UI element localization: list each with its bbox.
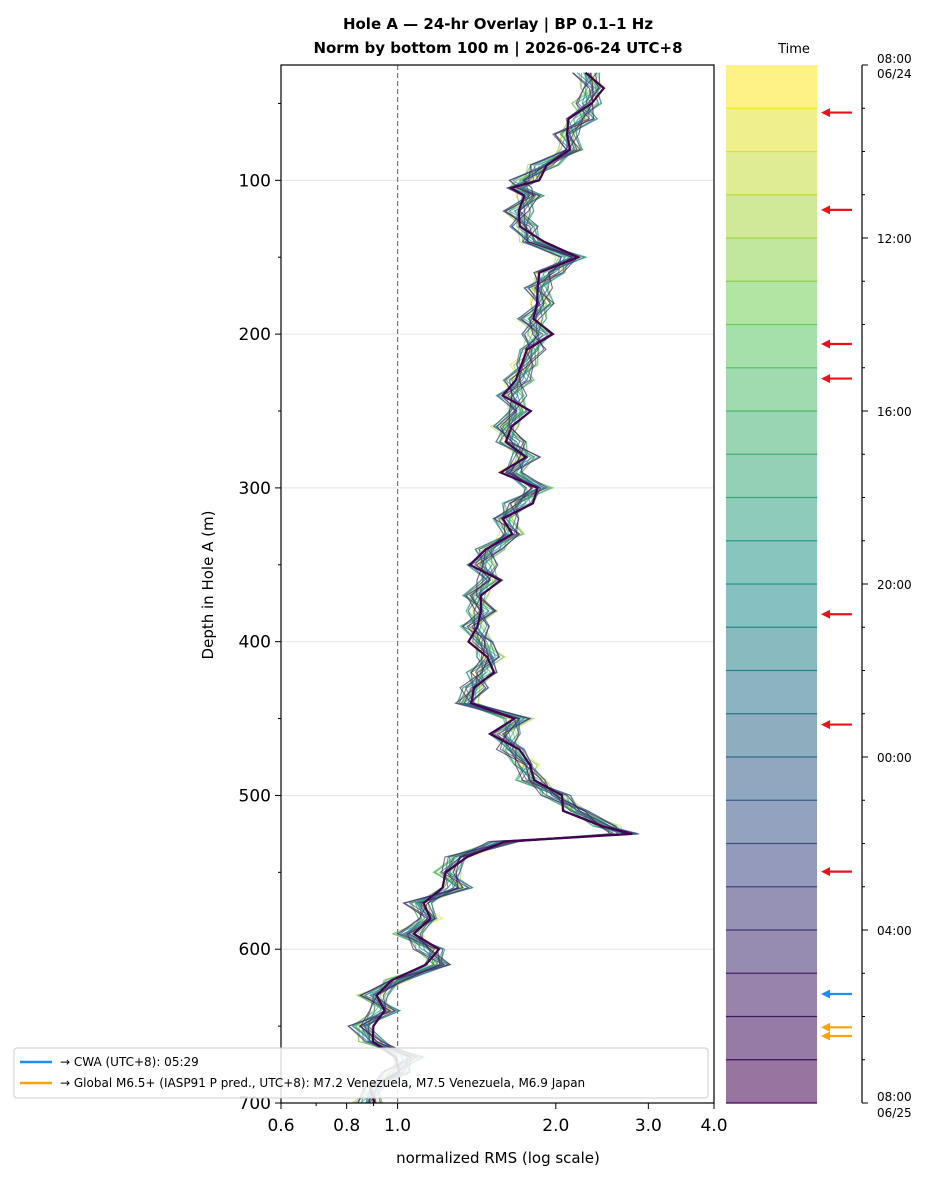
series-line bbox=[359, 72, 638, 1104]
event-arrow-head bbox=[821, 609, 830, 619]
time-bar bbox=[726, 1016, 817, 1060]
time-tick-label: 12:00 bbox=[877, 232, 912, 246]
time-tick-label: 04:00 bbox=[877, 924, 912, 938]
legend-entry-cwa: → CWA (UTC+8): 05:29 bbox=[60, 1055, 199, 1069]
series-line bbox=[365, 72, 635, 1104]
time-bar bbox=[726, 584, 817, 628]
time-bar bbox=[726, 886, 817, 930]
time-bars bbox=[726, 65, 817, 1104]
x-tick-label: 0.8 bbox=[333, 1116, 360, 1136]
event-arrow-head bbox=[821, 374, 830, 384]
legend: → CWA (UTC+8): 05:29 → Global M6.5+ (IAS… bbox=[13, 1047, 709, 1099]
time-bar bbox=[726, 757, 817, 801]
legend-entry-global: → Global M6.5+ (IASP91 P pred., UTC+8): … bbox=[60, 1076, 585, 1090]
time-bar bbox=[726, 973, 817, 1017]
time-bar bbox=[726, 108, 817, 152]
time-tick-label: 08:00 bbox=[877, 1090, 912, 1104]
x-axis: 0.6 0.8 1.0 2.0 3.0 4.0 bbox=[267, 1103, 728, 1136]
time-tick-label: 20:00 bbox=[877, 578, 912, 592]
time-bar bbox=[726, 238, 817, 282]
time-bar bbox=[726, 800, 817, 844]
time-bar bbox=[726, 1059, 817, 1103]
event-arrow-head bbox=[821, 339, 830, 349]
time-bar bbox=[726, 627, 817, 671]
time-tick-label: 16:00 bbox=[877, 405, 912, 419]
event-arrow-head bbox=[821, 1022, 830, 1032]
event-arrow-head bbox=[821, 867, 830, 877]
y-axis-label: Depth in Hole A (m) bbox=[199, 511, 217, 660]
time-bar bbox=[726, 454, 817, 498]
series-line bbox=[368, 71, 633, 1104]
x-tick-label: 3.0 bbox=[635, 1116, 662, 1136]
time-bar bbox=[726, 151, 817, 195]
y-tick-label: 500 bbox=[239, 786, 271, 806]
x-axis-label: normalized RMS (log scale) bbox=[396, 1149, 600, 1167]
time-bar bbox=[726, 713, 817, 757]
x-tick-label: 1.0 bbox=[384, 1116, 411, 1136]
legend-box bbox=[13, 1047, 709, 1099]
y-tick-label: 200 bbox=[239, 325, 271, 345]
time-bar bbox=[726, 411, 817, 455]
time-bar bbox=[726, 324, 817, 368]
series-line bbox=[365, 72, 630, 1104]
time-bar bbox=[726, 843, 817, 887]
time-bar bbox=[726, 194, 817, 238]
series-line bbox=[357, 72, 628, 1104]
time-axis: 08:0006/2412:0016:0020:0000:0004:0008:00… bbox=[861, 52, 912, 1120]
series-line bbox=[362, 72, 625, 1104]
x-tick-label: 0.6 bbox=[267, 1116, 294, 1136]
event-arrow-head bbox=[821, 989, 830, 999]
time-bar bbox=[726, 930, 817, 974]
event-arrow-head bbox=[821, 720, 830, 730]
y-tick-label: 700 bbox=[239, 1094, 271, 1114]
time-bar bbox=[726, 670, 817, 714]
x-tick-label: 2.0 bbox=[542, 1116, 569, 1136]
series-lines bbox=[347, 71, 640, 1104]
time-bar bbox=[726, 497, 817, 541]
time-bar bbox=[726, 540, 817, 584]
gridlines bbox=[281, 179, 714, 950]
series-line bbox=[360, 72, 640, 1104]
series-line bbox=[361, 72, 626, 1104]
time-tick-date: 06/24 bbox=[877, 67, 912, 81]
y-tick-label: 400 bbox=[239, 633, 271, 653]
event-arrow-head bbox=[821, 1031, 830, 1041]
series-line bbox=[363, 72, 621, 1104]
event-arrow-head bbox=[821, 205, 830, 215]
chart-title: Hole A — 24-hr Overlay | BP 0.1–1 Hz bbox=[343, 15, 653, 34]
time-bar bbox=[726, 65, 817, 109]
y-tick-label: 100 bbox=[239, 171, 271, 191]
time-bar bbox=[726, 367, 817, 411]
time-bar bbox=[726, 281, 817, 325]
event-markers bbox=[821, 108, 852, 1041]
series-line bbox=[347, 72, 618, 1104]
series-line bbox=[367, 72, 638, 1104]
time-tick-label: 08:00 bbox=[877, 52, 912, 66]
y-tick-label: 300 bbox=[239, 479, 271, 499]
x-tick-label: 4.0 bbox=[700, 1116, 727, 1136]
chart-subtitle: Norm by bottom 100 m | 2026-06-24 UTC+8 bbox=[313, 39, 682, 58]
plot-frame bbox=[280, 64, 715, 1104]
event-arrow-head bbox=[821, 108, 830, 118]
y-axis: 100 200 300 400 500 600 700 bbox=[239, 102, 281, 1114]
time-tick-label: 00:00 bbox=[877, 751, 912, 765]
y-tick-label: 600 bbox=[239, 940, 271, 960]
time-panel-title: Time bbox=[777, 42, 810, 57]
time-tick-date: 06/25 bbox=[877, 1106, 912, 1120]
